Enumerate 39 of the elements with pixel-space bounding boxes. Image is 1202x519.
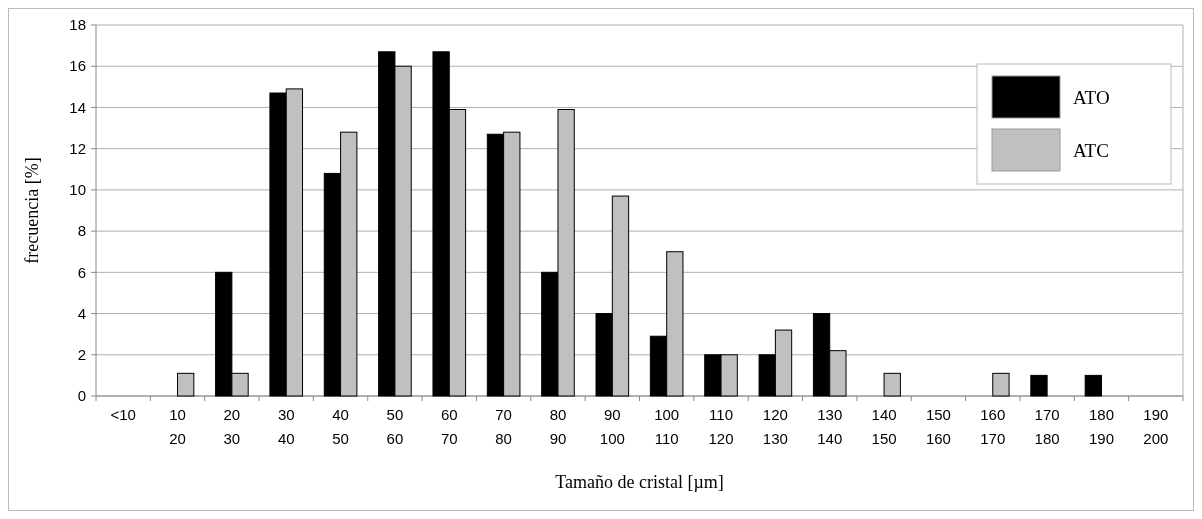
x-tick-label: 80 90 bbox=[549, 406, 567, 447]
legend-label: ATC bbox=[1073, 139, 1109, 161]
x-tick-label: 30 40 bbox=[277, 406, 295, 447]
y-axis-title: frecuencia [%] bbox=[22, 157, 42, 264]
y-tick-label: 12 bbox=[69, 139, 86, 157]
bar bbox=[1084, 374, 1102, 397]
x-tick-label: 50 60 bbox=[386, 406, 404, 447]
bar bbox=[992, 372, 1010, 397]
x-tick-label: 190 200 bbox=[1143, 406, 1169, 447]
x-tick-label: 110 120 bbox=[708, 406, 734, 447]
y-tick-label: 6 bbox=[77, 263, 86, 281]
x-tick-label: 160 170 bbox=[980, 406, 1006, 447]
x-axis-title: Tamaño de cristal [µm] bbox=[555, 472, 724, 492]
x-tick-label: 180 190 bbox=[1088, 406, 1114, 447]
y-tick-label: 2 bbox=[77, 346, 86, 364]
x-tick-label: 170 180 bbox=[1034, 406, 1060, 447]
x-tick-label: 130 140 bbox=[817, 406, 843, 447]
y-tick-label: 14 bbox=[69, 98, 86, 116]
x-tick-label: 60 70 bbox=[440, 406, 458, 447]
y-tick-label: 0 bbox=[77, 387, 86, 405]
y-tick-label: 18 bbox=[69, 16, 86, 34]
x-tick-label: 150 160 bbox=[925, 406, 951, 447]
legend-label: ATO bbox=[1073, 86, 1110, 108]
y-tick-label: 8 bbox=[77, 222, 86, 240]
bar bbox=[883, 372, 901, 397]
x-tick-label: 40 50 bbox=[332, 406, 349, 447]
x-tick-label: 100 110 bbox=[654, 406, 680, 447]
x-tick-label: 20 30 bbox=[223, 406, 241, 447]
x-tick-label: 140 150 bbox=[871, 406, 897, 447]
y-tick-label: 16 bbox=[69, 57, 86, 75]
x-tick-label: <10 bbox=[110, 406, 136, 423]
x-tick-label: 10 20 bbox=[169, 406, 186, 447]
x-tick-label: 90 100 bbox=[599, 406, 625, 447]
y-tick-label: 4 bbox=[77, 304, 86, 322]
x-tick-label: 120 130 bbox=[762, 406, 788, 447]
bar bbox=[177, 372, 195, 397]
y-tick-label: 10 bbox=[69, 181, 86, 199]
x-tick-label: 70 80 bbox=[495, 406, 512, 447]
bar bbox=[1030, 374, 1048, 397]
